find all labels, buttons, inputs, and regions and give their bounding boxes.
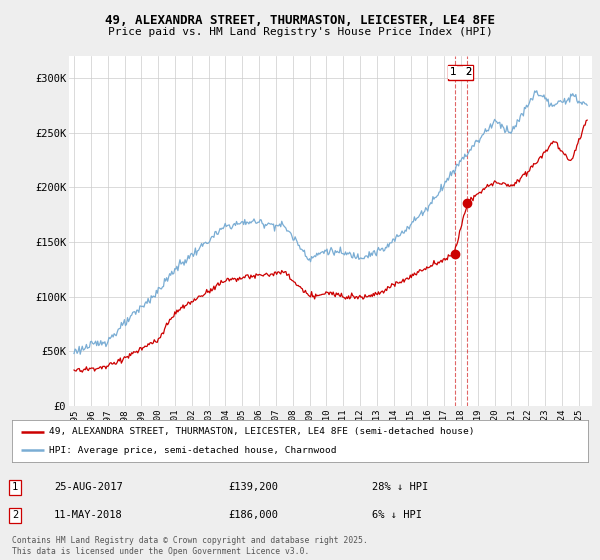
Text: £139,200: £139,200	[228, 482, 278, 492]
Text: 2: 2	[465, 67, 471, 77]
Text: 1: 1	[12, 482, 18, 492]
Text: 1: 1	[449, 67, 455, 77]
Text: Contains HM Land Registry data © Crown copyright and database right 2025.
This d: Contains HM Land Registry data © Crown c…	[12, 536, 368, 556]
Text: 49, ALEXANDRA STREET, THURMASTON, LEICESTER, LE4 8FE: 49, ALEXANDRA STREET, THURMASTON, LEICES…	[105, 14, 495, 27]
Text: 6% ↓ HPI: 6% ↓ HPI	[372, 510, 422, 520]
Text: 2: 2	[12, 510, 18, 520]
Text: 49, ALEXANDRA STREET, THURMASTON, LEICESTER, LE4 8FE (semi-detached house): 49, ALEXANDRA STREET, THURMASTON, LEICES…	[49, 427, 475, 436]
Text: £186,000: £186,000	[228, 510, 278, 520]
Text: 1: 1	[449, 67, 455, 77]
Bar	[448, 65, 473, 80]
Text: 28% ↓ HPI: 28% ↓ HPI	[372, 482, 428, 492]
Text: Price paid vs. HM Land Registry's House Price Index (HPI): Price paid vs. HM Land Registry's House …	[107, 27, 493, 37]
Text: 11-MAY-2018: 11-MAY-2018	[54, 510, 123, 520]
Text: 25-AUG-2017: 25-AUG-2017	[54, 482, 123, 492]
Text: HPI: Average price, semi-detached house, Charnwood: HPI: Average price, semi-detached house,…	[49, 446, 337, 455]
Text: 2: 2	[465, 67, 471, 77]
